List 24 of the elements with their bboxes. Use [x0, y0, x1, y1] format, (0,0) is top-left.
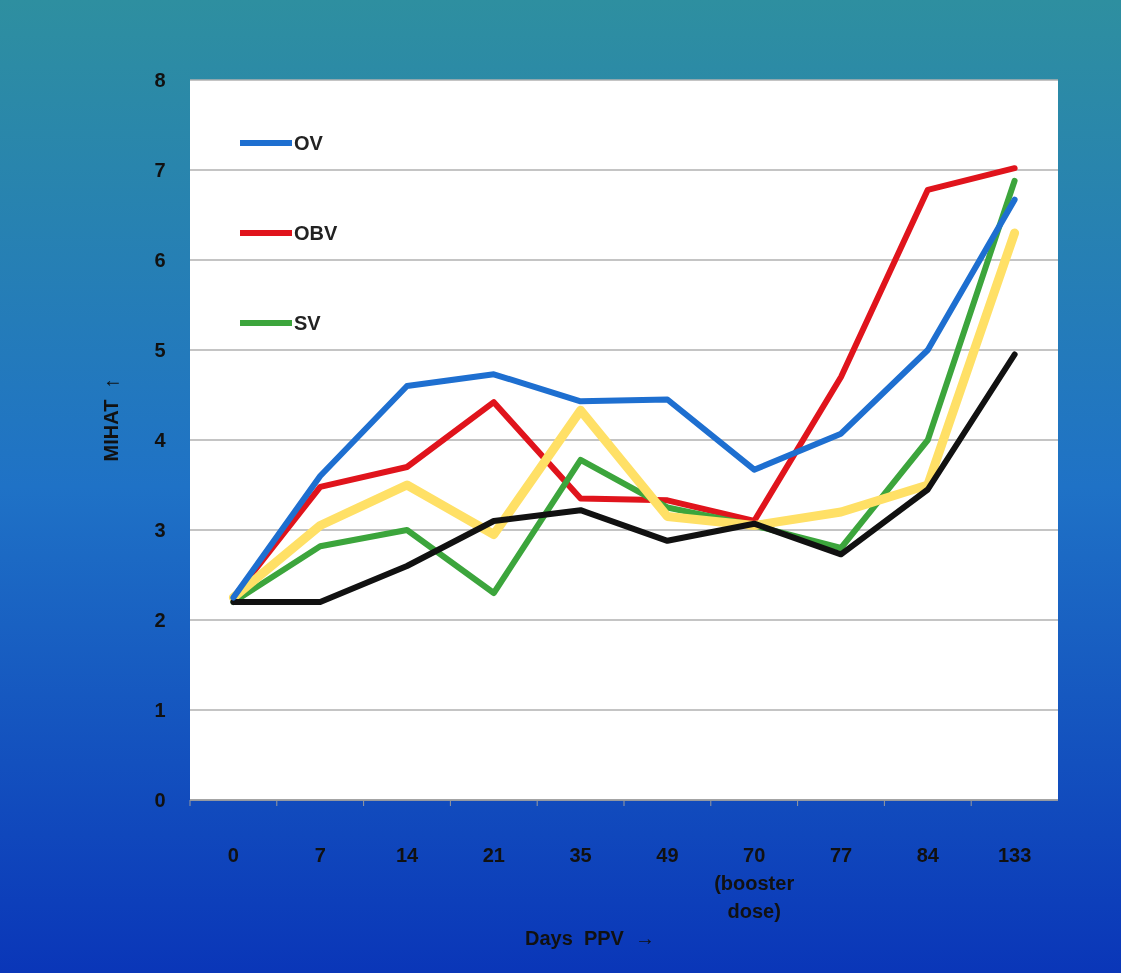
y-tick-label: 3 — [154, 519, 166, 541]
x-tick-label: 14 — [395, 844, 419, 866]
x-tick-label: 7 — [314, 844, 326, 866]
x-tick-label: 70 (booster dose) — [714, 844, 795, 922]
y-tick-label: 8 — [154, 69, 166, 91]
y-tick-label: 2 — [154, 609, 166, 631]
legend-label: SV — [294, 312, 322, 334]
y-axis-title: MIHAT ↑ — [100, 378, 122, 462]
y-tick-label: 4 — [154, 429, 167, 451]
x-tick-label: 35 — [569, 844, 592, 866]
x-axis-title: Days PPV → — [524, 927, 656, 949]
legend-label: OBV — [294, 222, 338, 244]
x-tick-label: 133 — [997, 844, 1032, 866]
x-tick-label: 21 — [482, 844, 505, 866]
x-tick-label: 0 — [227, 844, 239, 866]
y-tick-label: 7 — [154, 159, 166, 181]
y-tick-label: 1 — [154, 699, 166, 721]
x-tick-label: 49 — [656, 844, 679, 866]
y-tick-label: 0 — [154, 789, 166, 811]
legend-label: OV — [294, 132, 324, 154]
y-tick-label: 6 — [154, 249, 166, 271]
x-tick-label: 84 — [916, 844, 940, 866]
x-tick-label: 77 — [829, 844, 853, 866]
y-tick-label: 5 — [154, 339, 166, 361]
